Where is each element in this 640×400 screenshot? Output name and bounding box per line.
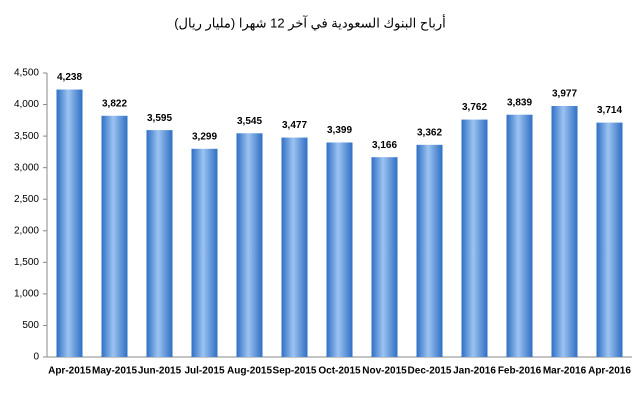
value-label: 3,762 [462, 102, 487, 113]
bar [191, 148, 218, 357]
bar [596, 122, 623, 357]
x-tick-label: Feb-2016 [498, 366, 542, 377]
x-tick-label: Dec-2015 [408, 366, 452, 377]
bar [371, 157, 398, 357]
bar [506, 114, 533, 357]
chart-title: أرباح البنوك السعودية في آخر 12 شهرا (مل… [174, 14, 446, 31]
bar [236, 133, 263, 357]
value-label: 3,595 [147, 113, 172, 124]
value-label: 3,362 [417, 127, 442, 138]
x-tick-label: Jul-2015 [184, 366, 224, 377]
value-label: 3,822 [102, 98, 127, 109]
y-tick-label: 2,000 [14, 225, 39, 236]
x-tick-label: Aug-2015 [227, 366, 272, 377]
value-label: 3,166 [372, 140, 397, 151]
x-tick-label: Jan-2016 [453, 366, 496, 377]
y-tick-label: 1,000 [14, 289, 39, 300]
value-label: 3,714 [597, 105, 622, 116]
x-tick-label: Nov-2015 [362, 366, 407, 377]
y-tick-label: 2,500 [14, 194, 39, 205]
x-tick-label: Mar-2016 [543, 366, 587, 377]
y-tick-label: 500 [22, 320, 39, 331]
value-label: 3,839 [507, 97, 532, 108]
y-tick-label: 4,000 [14, 99, 39, 110]
bar [326, 142, 353, 357]
value-label: 3,977 [552, 89, 577, 100]
bar [551, 106, 578, 357]
x-tick-label: Apr-2016 [588, 366, 631, 377]
value-label: 3,299 [192, 131, 217, 142]
bar [56, 89, 83, 358]
x-tick-label: Oct-2015 [318, 366, 361, 377]
value-label: 3,477 [282, 120, 307, 131]
value-label: 3,399 [327, 125, 352, 136]
x-tick-label: Apr-2015 [48, 366, 91, 377]
value-label: 4,238 [57, 72, 82, 83]
y-tick-label: 3,500 [14, 131, 39, 142]
bar [146, 130, 173, 357]
x-tick-label: Jun-2015 [138, 366, 182, 377]
bar [461, 119, 488, 358]
y-tick-label: 3,000 [14, 162, 39, 173]
bar [281, 137, 308, 357]
y-tick-label: 4,500 [14, 68, 39, 79]
x-tick-label: Sep-2015 [273, 366, 317, 377]
value-label: 3,545 [237, 116, 262, 127]
x-tick-label: May-2015 [92, 366, 137, 377]
y-tick-label: 1,500 [14, 257, 39, 268]
y-tick-label: 0 [33, 352, 39, 363]
bar [101, 115, 128, 357]
bar [416, 144, 443, 357]
